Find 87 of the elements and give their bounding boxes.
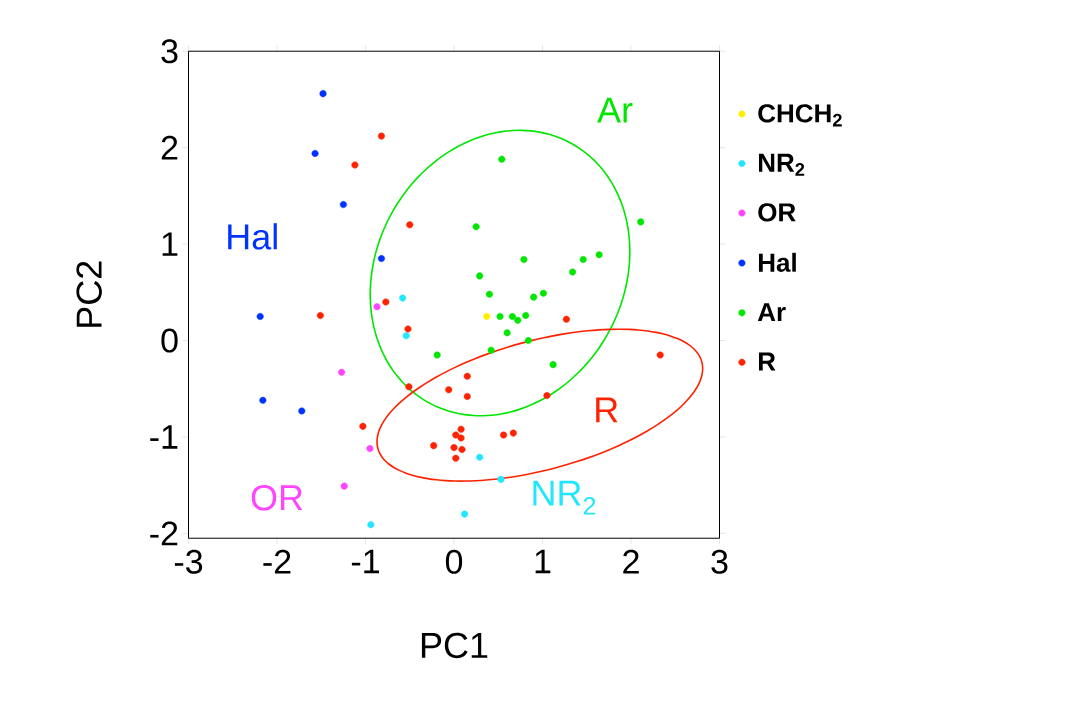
point xyxy=(373,303,381,311)
y-tick-label: 0 xyxy=(161,328,178,353)
y-tick-label: -2 xyxy=(150,521,178,546)
point xyxy=(500,431,508,439)
point xyxy=(445,386,453,394)
point xyxy=(404,325,412,333)
y-tick-label: 3 xyxy=(161,39,178,64)
point xyxy=(298,407,306,415)
point xyxy=(377,132,385,140)
y-tick-label: 2 xyxy=(161,135,178,160)
point xyxy=(259,396,267,404)
point xyxy=(549,361,557,369)
annotation: Hal xyxy=(228,223,277,250)
point xyxy=(472,223,480,231)
annotation: R xyxy=(596,397,618,423)
point xyxy=(579,256,587,264)
legend-label: R xyxy=(758,352,776,371)
x-tick-label: 1 xyxy=(535,549,551,574)
point xyxy=(458,446,466,454)
point xyxy=(487,346,495,354)
legend-label: CHCH$_{2}$ xyxy=(758,104,842,127)
point xyxy=(340,482,348,490)
point xyxy=(498,155,506,163)
point xyxy=(463,392,471,400)
legend-label: OR xyxy=(758,203,796,222)
point xyxy=(569,268,577,276)
point xyxy=(351,161,359,169)
point xyxy=(450,444,458,452)
y-tick-label: -1 xyxy=(150,425,178,449)
point xyxy=(405,383,413,391)
x-tick-label: 3 xyxy=(711,549,728,574)
point xyxy=(457,425,465,433)
point xyxy=(509,429,517,437)
legend-label: NR$_{2}$ xyxy=(758,153,805,176)
point xyxy=(367,521,375,529)
legend-label: Ar xyxy=(757,303,786,322)
x-tick-label: 0 xyxy=(445,549,463,574)
point xyxy=(497,475,505,483)
point xyxy=(433,351,441,359)
x-tick-label: -3 xyxy=(174,549,203,574)
point xyxy=(382,298,390,306)
point xyxy=(496,312,504,320)
x-axis-title: PC1 xyxy=(421,632,488,659)
point xyxy=(319,90,327,98)
point xyxy=(524,337,532,345)
point xyxy=(476,453,484,461)
point xyxy=(483,312,491,320)
y-tick-label: 1 xyxy=(162,232,178,256)
point xyxy=(377,255,385,263)
legend-label: Hal xyxy=(758,252,796,272)
point xyxy=(316,311,324,319)
x-tick-label: -2 xyxy=(263,549,291,574)
point xyxy=(508,312,516,320)
point xyxy=(430,442,438,450)
point xyxy=(520,256,528,264)
x-tick-label: 2 xyxy=(623,549,639,574)
y-axis-title: PC2 xyxy=(76,261,102,327)
point xyxy=(406,221,414,229)
point xyxy=(359,422,367,430)
point xyxy=(463,372,471,380)
annotation: NR$_{2}$ xyxy=(533,480,596,515)
annotation: OR xyxy=(251,484,303,511)
point xyxy=(339,201,347,209)
point xyxy=(452,431,460,439)
point xyxy=(543,392,551,399)
point xyxy=(522,311,530,319)
point xyxy=(530,293,538,301)
point xyxy=(562,315,570,323)
point xyxy=(514,316,522,324)
point xyxy=(595,251,603,259)
point xyxy=(256,312,264,320)
point xyxy=(656,351,664,359)
point xyxy=(476,272,484,280)
point xyxy=(311,149,319,157)
point xyxy=(503,329,511,337)
point xyxy=(457,434,465,442)
point xyxy=(539,289,547,297)
x-tick-label: -1 xyxy=(351,549,379,574)
point xyxy=(637,218,645,226)
point xyxy=(399,294,407,302)
point xyxy=(461,510,469,518)
point xyxy=(338,368,346,376)
annotation: Ar xyxy=(597,97,633,123)
point xyxy=(452,454,460,462)
point xyxy=(402,332,410,340)
point xyxy=(485,290,493,298)
point xyxy=(366,445,374,453)
